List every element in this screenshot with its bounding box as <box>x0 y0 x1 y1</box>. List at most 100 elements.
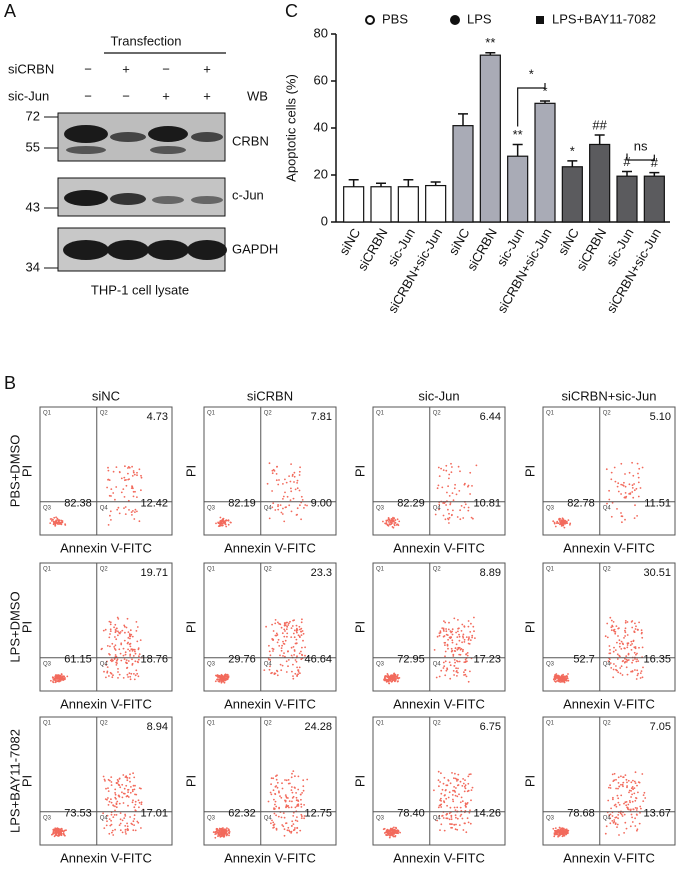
legend-marker <box>536 16 544 24</box>
event-dot <box>106 814 109 817</box>
event-dot <box>457 784 460 786</box>
event-dot <box>563 678 566 681</box>
event-dot <box>389 827 392 830</box>
event-dot <box>291 670 293 673</box>
event-dot <box>454 794 457 797</box>
event-dot <box>58 828 60 831</box>
event-dot <box>448 791 451 794</box>
event-dot <box>58 832 61 834</box>
event-dot <box>127 791 129 793</box>
quadrant-name: Q1 <box>546 567 555 573</box>
event-dot <box>554 681 557 683</box>
event-dot <box>292 619 294 622</box>
event-dot <box>393 524 396 527</box>
event-dot <box>613 628 616 631</box>
y-tick-label: 80 <box>314 25 328 40</box>
event-dot <box>109 824 112 827</box>
event-dot <box>469 809 471 812</box>
event-dot <box>271 472 274 475</box>
event-dot <box>215 828 218 831</box>
event-dot <box>608 786 610 789</box>
event-dot <box>604 635 607 638</box>
x-axis-label: Annexin V-FITC <box>563 850 655 865</box>
event-dot <box>617 782 620 784</box>
event-dot <box>227 829 230 832</box>
event-dot <box>624 821 627 824</box>
event-dot <box>59 521 61 524</box>
sign: + <box>203 88 211 103</box>
event-dot <box>131 650 134 652</box>
event-dot <box>114 644 117 647</box>
event-dot <box>124 506 127 508</box>
plot-frame <box>542 406 676 536</box>
event-dot <box>226 833 228 836</box>
event-dot <box>620 512 622 514</box>
x-axis-label: Annexin V-FITC <box>393 696 485 711</box>
event-dot <box>123 792 126 795</box>
event-dot <box>632 474 635 477</box>
event-dot <box>442 782 445 785</box>
event-dot <box>114 788 117 791</box>
q2-value: 4.73 <box>147 411 168 423</box>
event-dot <box>296 803 299 806</box>
error-bar <box>512 143 523 157</box>
q3-value: 73.53 <box>64 808 92 820</box>
event-dot <box>301 646 303 649</box>
event-dot <box>640 670 643 672</box>
event-dot <box>287 797 289 799</box>
event-dot <box>631 491 634 493</box>
event-dot <box>121 791 123 794</box>
event-dot <box>634 669 636 671</box>
event-dot <box>556 833 559 836</box>
quadrant-name: Q2 <box>433 411 442 417</box>
event-dot <box>271 506 274 509</box>
event-dot <box>461 650 464 653</box>
event-dot <box>449 664 452 667</box>
event-dot <box>110 801 113 804</box>
event-dot <box>113 658 116 660</box>
event-dot <box>436 635 439 638</box>
event-dot <box>122 654 125 657</box>
event-dot <box>115 664 118 666</box>
event-dot <box>136 510 138 513</box>
event-dot <box>218 522 221 525</box>
event-dot <box>620 493 622 495</box>
event-dot <box>126 825 129 828</box>
bar <box>479 54 501 223</box>
event-dot <box>617 482 620 485</box>
quadrant-name: Q2 <box>100 567 109 573</box>
event-dot <box>132 495 135 498</box>
event-dot <box>393 829 396 832</box>
event-dot <box>126 829 129 832</box>
event-dot <box>293 475 296 478</box>
event-dot <box>219 676 221 679</box>
event-dot <box>556 831 558 834</box>
event-dot <box>125 784 128 787</box>
event-dot <box>615 665 617 667</box>
event-dot <box>291 800 293 803</box>
event-dot <box>622 785 624 788</box>
event-dot <box>625 827 628 830</box>
event-dot <box>562 673 564 676</box>
event-dot <box>303 817 305 820</box>
event-dot <box>296 820 299 822</box>
marker-label: 55 <box>26 139 40 154</box>
bands <box>63 125 227 260</box>
event-dot <box>111 642 114 645</box>
event-dot <box>391 830 394 833</box>
event-dot <box>112 470 115 473</box>
q4-value: 12.42 <box>140 498 168 510</box>
event-dot <box>110 519 112 521</box>
event-dot <box>451 466 453 468</box>
event-dot <box>611 820 614 822</box>
event-dot <box>629 492 632 495</box>
event-dot <box>454 650 457 652</box>
annotation: * <box>570 143 575 158</box>
event-dot <box>279 504 282 506</box>
event-dot <box>135 669 138 672</box>
event-dot <box>295 796 298 799</box>
event-dot <box>459 806 462 809</box>
panel-label: B <box>4 373 16 393</box>
event-dot <box>219 828 222 830</box>
